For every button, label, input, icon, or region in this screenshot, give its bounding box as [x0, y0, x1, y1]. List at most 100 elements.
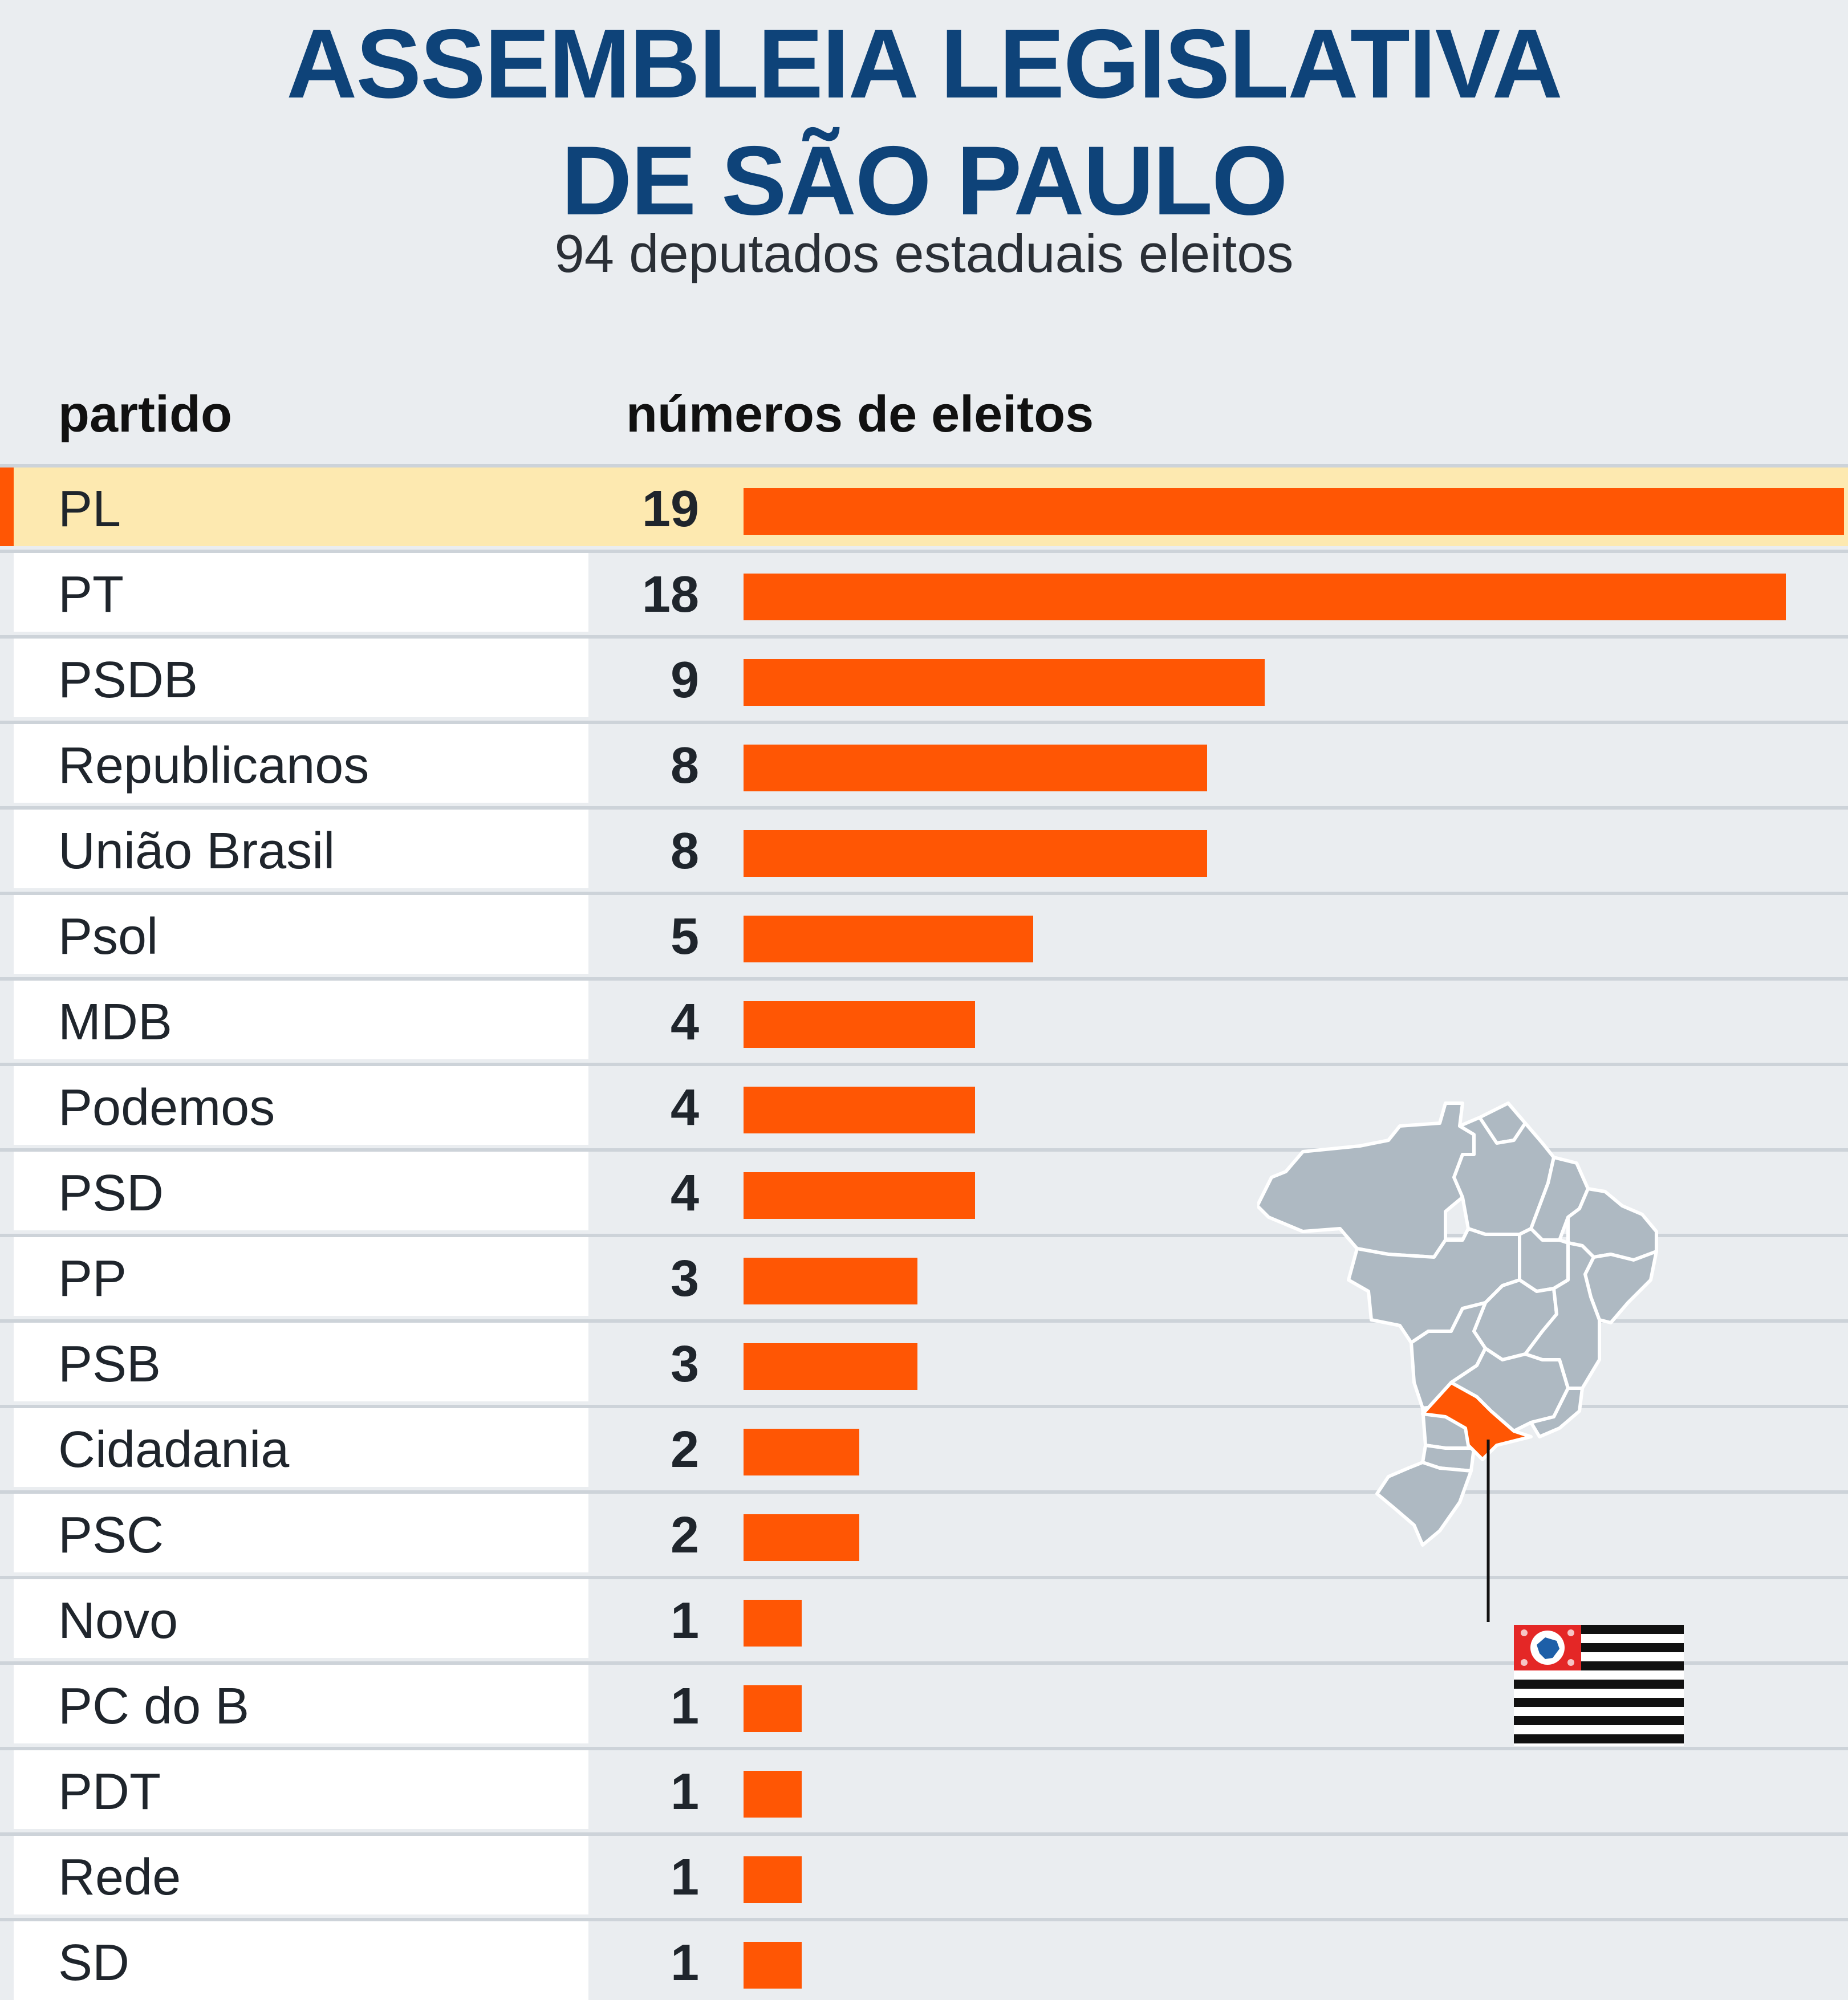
- party-label: Podemos: [58, 1079, 275, 1136]
- party-cell: [14, 724, 588, 803]
- value-label: 1: [670, 1678, 699, 1735]
- party-cell: [14, 1408, 588, 1487]
- title-line-2: DE SÃO PAULO: [561, 126, 1287, 235]
- table-row: Novo 1: [0, 1576, 1848, 1658]
- table-row: Cidadania 2: [0, 1405, 1848, 1487]
- table-row: SD 1: [0, 1918, 1848, 2000]
- party-cell: [14, 1323, 588, 1401]
- bar: [744, 1942, 802, 1989]
- map-region-es-rj: [1529, 1387, 1584, 1438]
- party-label: MDB: [58, 994, 172, 1051]
- table-row: União Brasil 8: [0, 806, 1848, 888]
- value-label: 2: [670, 1507, 699, 1564]
- value-label: 4: [670, 994, 699, 1051]
- brazil-map-icon: [1257, 1101, 1684, 1746]
- bar: [744, 745, 1207, 791]
- party-cell: [14, 810, 588, 888]
- party-label: PP: [58, 1250, 127, 1307]
- table-row: PP 3: [0, 1234, 1848, 1316]
- bar: [744, 1001, 975, 1048]
- table-row: PL 19: [0, 464, 1848, 546]
- table-row: Podemos 4: [0, 1063, 1848, 1145]
- table-row: Rede 1: [0, 1832, 1848, 1914]
- value-label: 9: [670, 652, 699, 709]
- value-label: 4: [670, 1079, 699, 1136]
- bar: [744, 1600, 802, 1647]
- value-label: 2: [670, 1421, 699, 1478]
- value-label: 19: [641, 481, 699, 538]
- party-label: SD: [58, 1934, 130, 1991]
- value-label: 4: [670, 1165, 699, 1222]
- bar: [744, 1172, 975, 1219]
- party-label: Cidadania: [58, 1421, 290, 1478]
- party-cell: [14, 639, 588, 717]
- map-region-rio-grande-do-sul: [1375, 1461, 1473, 1547]
- count-column-header: números de eleitos: [626, 386, 1094, 443]
- party-label: PSD: [58, 1165, 164, 1222]
- table-row: PDT 1: [0, 1747, 1848, 1829]
- value-label: 3: [670, 1336, 699, 1393]
- bar: [744, 1429, 859, 1475]
- party-cell: [14, 1494, 588, 1572]
- table-row: PC do B 1: [0, 1661, 1848, 1743]
- table-row: PSB 3: [0, 1319, 1848, 1401]
- bar: [744, 1343, 917, 1390]
- value-label: 1: [670, 1763, 699, 1820]
- table-row: MDB 4: [0, 977, 1848, 1059]
- party-cell: [14, 981, 588, 1059]
- bar: [744, 916, 1033, 962]
- bar: [744, 574, 1786, 620]
- sao-paulo-flag-icon: [1514, 1625, 1684, 1746]
- party-cell: [14, 1152, 588, 1230]
- party-label: PL: [58, 481, 121, 538]
- value-label: 18: [641, 566, 699, 623]
- party-label: PSB: [58, 1336, 161, 1393]
- party-label: PDT: [58, 1763, 161, 1820]
- bar: [744, 1685, 802, 1732]
- map-region-bahia: [1524, 1241, 1601, 1390]
- party-cell: [14, 1836, 588, 1914]
- value-label: 8: [670, 823, 699, 880]
- bar: [744, 1087, 975, 1133]
- party-label: PC do B: [58, 1678, 250, 1735]
- chart-title: ASSEMBLEIA LEGISLATIVA DE SÃO PAULO: [0, 6, 1848, 239]
- table-row: PSC 2: [0, 1490, 1848, 1572]
- party-column-header: partido: [58, 386, 232, 443]
- value-label: 5: [670, 908, 699, 965]
- party-cell: [14, 1665, 588, 1743]
- table-row: Republicanos 8: [0, 721, 1848, 803]
- bar: [744, 1771, 802, 1818]
- value-label: 1: [670, 1849, 699, 1906]
- party-label: Rede: [58, 1849, 181, 1906]
- table-row: PSDB 9: [0, 635, 1848, 717]
- bar: [744, 1258, 917, 1304]
- party-label: Republicanos: [58, 737, 369, 794]
- party-label: Novo: [58, 1592, 178, 1649]
- party-cell: [14, 1750, 588, 1829]
- party-label: PSC: [58, 1507, 164, 1564]
- party-label: União Brasil: [58, 823, 335, 880]
- value-label: 1: [670, 1934, 699, 1991]
- party-cell: [14, 1066, 588, 1145]
- map-region-north-west: [1257, 1101, 1476, 1259]
- value-label: 1: [670, 1592, 699, 1649]
- chart-subtitle: 94 deputados estaduais eleitos: [554, 223, 1294, 283]
- party-label: PSDB: [58, 652, 198, 709]
- bar: [744, 659, 1265, 706]
- party-cell: [14, 1237, 588, 1316]
- value-label: 3: [670, 1250, 699, 1307]
- highlight-marker: [0, 468, 14, 546]
- title-line-1: ASSEMBLEIA LEGISLATIVA: [286, 9, 1563, 119]
- bar: [744, 488, 1844, 535]
- party-label: PT: [58, 566, 124, 623]
- party-cell: [14, 895, 588, 974]
- value-label: 8: [670, 737, 699, 794]
- party-cell: [14, 1579, 588, 1658]
- bar: [744, 1856, 802, 1903]
- table-row: Psol 5: [0, 892, 1848, 974]
- table-row: PSD 4: [0, 1148, 1848, 1230]
- bar: [744, 1514, 859, 1561]
- party-label: Psol: [58, 908, 159, 965]
- bar: [744, 830, 1207, 877]
- table-row: PT 18: [0, 550, 1848, 632]
